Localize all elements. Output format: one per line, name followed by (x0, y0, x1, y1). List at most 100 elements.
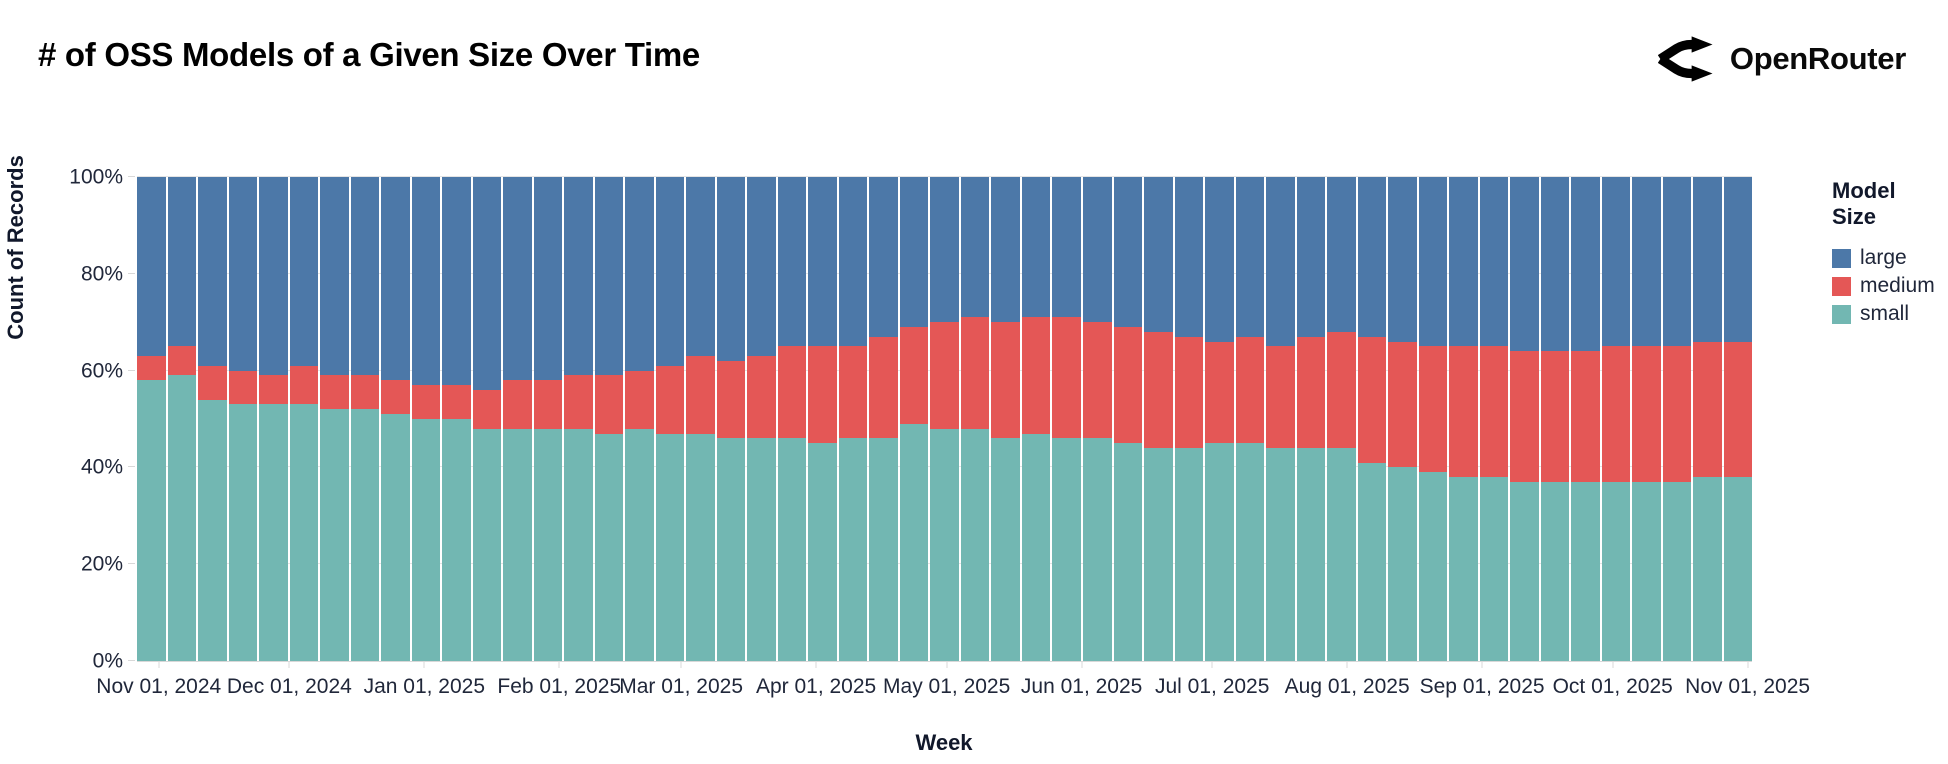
bar-segment-small (1693, 477, 1722, 661)
gridline-100 (137, 176, 1752, 177)
bar-segment-large (167, 177, 197, 347)
x-tick-mark (558, 661, 560, 668)
bar-segment-large (1235, 177, 1265, 337)
bar-week-2024-10-27 (137, 177, 166, 661)
bar-segment-large (899, 177, 929, 328)
bar-segment-large (1052, 177, 1081, 318)
bar-week-2025-09-14 (1540, 177, 1570, 661)
bar-segment-large (350, 177, 380, 376)
bar-week-2025-06-01 (1082, 177, 1112, 661)
bar-segment-medium (808, 346, 837, 444)
bar-segment-small (198, 399, 227, 661)
bar-segment-large (564, 177, 593, 376)
x-tick-label: Nov 01, 2024 (96, 675, 222, 698)
bar-week-2025-10-12 (1662, 177, 1692, 661)
bar-segment-medium (838, 346, 868, 439)
bar-week-2025-06-29 (1205, 177, 1234, 661)
bar-segment-medium (1418, 346, 1448, 473)
x-axis-tick-labels: Nov 01, 2024 Dec 01, 2024 Jan 01, 2025 Feb … (96, 661, 1810, 701)
bar-segment-medium (350, 375, 380, 410)
bar-segment-medium (1571, 351, 1600, 482)
bar-segment-small (1449, 477, 1478, 661)
legend-swatch-small (1832, 304, 1851, 324)
bar-segment-small (686, 433, 715, 661)
y-tick-mark-80 (128, 272, 135, 274)
bar-segment-large (869, 177, 898, 337)
bar-segment-large (1327, 177, 1356, 332)
bar-segment-small (503, 428, 532, 661)
bar-segment-small (137, 380, 166, 661)
y-tick-label-80: 80% (80, 262, 123, 286)
bar-segment-medium (1510, 351, 1539, 482)
bar-segment-small (716, 438, 746, 661)
bar-week-2025-10-26 (1723, 177, 1753, 661)
bar-segment-small (442, 419, 471, 661)
bar-segment-medium (991, 322, 1020, 439)
y-tick-mark-40 (128, 466, 135, 468)
bar-segment-medium (198, 365, 227, 400)
bar-week-2025-03-30 (808, 177, 837, 661)
bar-week-2025-04-27 (930, 177, 959, 661)
bar-segment-large (472, 177, 502, 390)
bar-segment-small (1632, 481, 1661, 661)
bar-segment-medium (1479, 346, 1509, 478)
bar-segment-small (1082, 438, 1112, 661)
bar-segment-large (960, 177, 990, 318)
x-tick-mark (1211, 661, 1213, 668)
bar-segment-medium (1662, 346, 1692, 482)
legend-item-medium: medium (1832, 272, 1944, 300)
bar-segment-small (167, 375, 197, 661)
bar-segment-large (1205, 177, 1234, 342)
chart-title: # of OSS Models of a Given Size Over Tim… (38, 36, 700, 73)
bar-segment-medium (1113, 327, 1143, 444)
bar-week-2025-06-08 (1113, 177, 1143, 661)
bar-segment-medium (1144, 331, 1173, 449)
bar-segment-large (198, 177, 227, 366)
bar-segment-large (1723, 177, 1753, 342)
bar-segment-large (137, 177, 166, 357)
bar-segment-small (564, 428, 593, 661)
bar-segment-medium (1082, 322, 1112, 439)
bar-week-2025-04-20 (899, 177, 929, 661)
bar-segment-large (625, 177, 654, 371)
bar-segment-small (228, 404, 258, 661)
bar-segment-small (1144, 448, 1173, 661)
bar-segment-medium (503, 380, 532, 429)
bar-segment-small (777, 438, 807, 661)
bar-segment-large (838, 177, 868, 347)
bar-segment-large (1632, 177, 1661, 347)
bar-segment-large (442, 177, 471, 386)
bar-segment-medium (1296, 336, 1326, 449)
bar-segment-small (1021, 433, 1051, 661)
bar-week-2025-05-11 (991, 177, 1020, 661)
bar-segment-medium (1327, 331, 1356, 449)
bar-segment-small (1174, 448, 1204, 661)
bar-segment-large (1296, 177, 1326, 337)
bar-segment-large (1693, 177, 1722, 342)
x-tick-mark (158, 661, 160, 668)
bar-segment-medium (1693, 341, 1722, 478)
bar-week-2025-03-23 (777, 177, 807, 661)
bar-segment-small (991, 438, 1020, 661)
x-tick-mark (1346, 661, 1348, 668)
x-tick-label: Aug 01, 2025 (1284, 675, 1410, 698)
bar-segment-small (1357, 462, 1387, 661)
bar-segment-small (838, 438, 868, 661)
y-tick-mark-0 (128, 660, 135, 661)
bar-segment-large (686, 177, 715, 357)
bar-week-2025-04-13 (869, 177, 898, 661)
bar-segment-medium (1021, 317, 1051, 434)
bar-segment-medium (1632, 346, 1661, 482)
bar-segment-small (1296, 448, 1326, 661)
bar-segment-medium (289, 365, 319, 405)
bar-segment-small (655, 433, 685, 661)
bar-segment-large (1082, 177, 1112, 323)
bar-week-2024-12-08 (320, 177, 349, 661)
bar-segment-medium (442, 385, 471, 419)
x-tick-mark (946, 661, 948, 668)
bar-segment-large (1266, 177, 1295, 347)
x-tick-mark (1481, 661, 1483, 668)
bar-segment-small (747, 438, 776, 661)
plot-area (137, 176, 1753, 662)
bar-segment-large (259, 177, 288, 376)
